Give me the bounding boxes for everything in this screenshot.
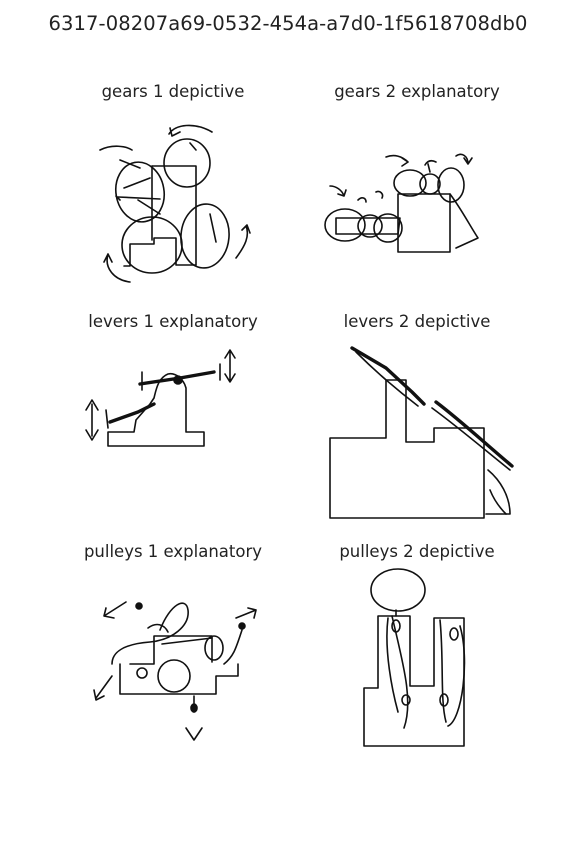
caption-gears-2: gears 2 explanatory: [334, 82, 500, 101]
caption-levers-2: levers 2 depictive: [343, 312, 491, 331]
caption-gears-1: gears 1 depictive: [101, 82, 245, 101]
sketch-levers-2: [329, 346, 514, 519]
sketch-pulleys-2: [363, 568, 466, 747]
sketch-gears-1: [99, 124, 251, 283]
caption-levers-1: levers 1 explanatory: [88, 312, 258, 331]
caption-pulleys-1: pulleys 1 explanatory: [83, 542, 263, 561]
caption-pulleys-2: pulleys 2 depictive: [339, 542, 495, 561]
sketch-gears-2: [324, 153, 479, 253]
page-title: 6317-08207a69-0532-454a-a7d0-1f5618708db…: [48, 12, 528, 35]
sketch-levers-1: [85, 349, 236, 447]
sketch-pulleys-1: [93, 601, 257, 741]
